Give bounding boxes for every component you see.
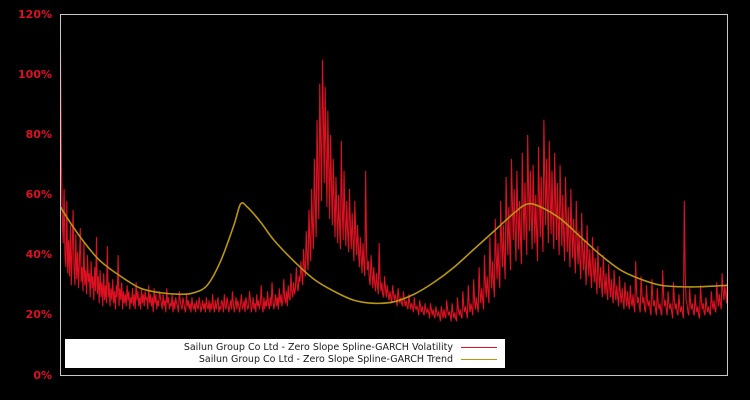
y-tick-label: 100%	[18, 67, 52, 81]
legend-label-trend: Sailun Group Co Ltd - Zero Slope Spline-…	[198, 353, 453, 365]
legend-label-volatility: Sailun Group Co Ltd - Zero Slope Spline-…	[183, 341, 453, 353]
legend-entry-trend: Sailun Group Co Ltd - Zero Slope Spline-…	[65, 353, 505, 366]
chart-legend: Sailun Group Co Ltd - Zero Slope Spline-…	[65, 339, 505, 368]
plot-area	[60, 14, 728, 376]
y-tick-label: 120%	[18, 7, 52, 21]
plot-frame	[60, 14, 728, 376]
y-tick-label: 0%	[33, 368, 52, 382]
legend-swatch-trend	[461, 359, 497, 360]
legend-entry-volatility: Sailun Group Co Ltd - Zero Slope Spline-…	[65, 341, 505, 354]
series-line-volatility	[61, 50, 727, 322]
legend-swatch-volatility	[461, 347, 497, 348]
y-tick-label: 60%	[25, 188, 52, 201]
y-tick-label: 80%	[25, 127, 52, 141]
series-line-trend	[61, 202, 727, 305]
y-tick-label: 40%	[25, 248, 52, 262]
y-tick-label: 20%	[25, 308, 52, 322]
